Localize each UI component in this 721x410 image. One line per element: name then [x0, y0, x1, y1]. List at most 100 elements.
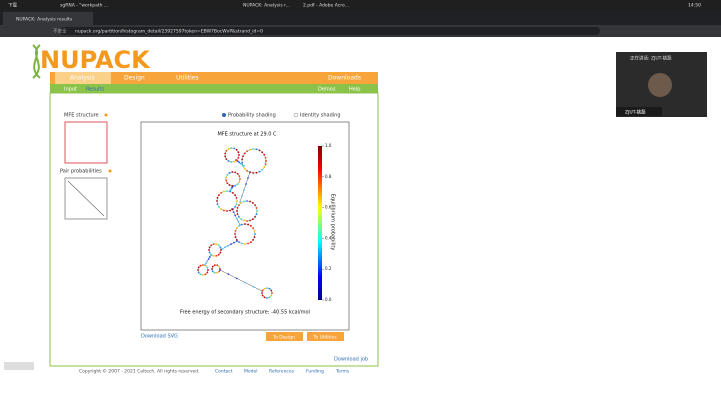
base	[240, 202, 243, 204]
base	[252, 238, 254, 241]
base	[256, 210, 258, 212]
shading-option[interactable]: Identity shading	[300, 113, 341, 119]
base	[228, 172, 231, 174]
base	[241, 242, 243, 245]
button-label[interactable]: To Design	[272, 335, 295, 341]
base	[244, 243, 246, 245]
participant: ZJUT-姚磊	[625, 109, 646, 116]
base	[249, 241, 252, 243]
footer-link[interactable]: Contact	[215, 369, 233, 375]
base	[266, 287, 268, 289]
subnav-link[interactable]: Help	[349, 87, 360, 93]
base	[252, 172, 255, 174]
base	[233, 160, 236, 163]
base	[255, 171, 258, 174]
link[interactable]: Download job	[334, 357, 368, 363]
base	[266, 297, 268, 299]
base	[243, 200, 245, 203]
base	[234, 233, 236, 235]
base	[231, 171, 234, 173]
base	[249, 171, 251, 174]
base	[205, 262, 208, 264]
link[interactable]: Download SVG	[141, 334, 178, 340]
base	[234, 205, 236, 208]
help-icon[interactable]	[104, 113, 108, 117]
base	[242, 155, 244, 158]
tab-title[interactable]: NUPACK: Analysis results	[16, 17, 73, 23]
footer-link[interactable]: Funding	[306, 369, 324, 375]
base	[239, 162, 242, 165]
base	[264, 156, 267, 159]
base	[238, 180, 241, 183]
base	[240, 218, 243, 220]
task-item[interactable]: sgRNA - "workpath ...	[60, 3, 108, 9]
base	[246, 169, 248, 172]
help-icon[interactable]	[108, 169, 112, 173]
base	[210, 253, 213, 256]
footer-link[interactable]: Model	[244, 369, 258, 375]
footer-link[interactable]: References	[269, 369, 295, 375]
base	[234, 214, 237, 217]
mfe-thumbnail[interactable]	[64, 121, 108, 164]
base	[208, 256, 211, 258]
nav-tab[interactable]: Design	[124, 75, 145, 82]
base	[227, 160, 230, 162]
base	[218, 205, 220, 208]
subnav-link[interactable]: Demos	[318, 87, 336, 93]
task-item[interactable]: 2.pdf - Adobe Acro...	[303, 3, 349, 9]
nav-bar	[50, 72, 378, 84]
base	[247, 242, 249, 245]
base	[220, 249, 222, 251]
nav-tab[interactable]: Downloads	[328, 75, 361, 82]
logo[interactable]: NUPACK	[40, 46, 151, 74]
base	[238, 241, 241, 243]
base	[219, 268, 221, 270]
base	[243, 152, 246, 155]
base	[230, 243, 232, 246]
base	[231, 192, 234, 194]
base	[226, 210, 228, 212]
button-label[interactable]: To Utilities	[312, 335, 337, 341]
footer-link[interactable]: Terms	[335, 369, 350, 375]
avatar	[648, 73, 672, 97]
subnav-link[interactable]: Results	[86, 87, 104, 93]
radio[interactable]	[293, 112, 299, 118]
base	[207, 269, 209, 271]
taskbar	[0, 0, 721, 10]
base	[212, 243, 215, 246]
mini-toolbar[interactable]	[4, 362, 34, 370]
base	[243, 219, 245, 222]
task-item[interactable]: NUPACK: Analysis r...	[243, 3, 290, 9]
base	[238, 204, 240, 207]
button[interactable]	[307, 332, 344, 341]
tab[interactable]	[3, 12, 93, 25]
base	[215, 243, 218, 246]
nav-tab[interactable]: Utilities	[176, 75, 199, 82]
base	[270, 294, 273, 297]
base	[236, 238, 238, 241]
figure-title: MFE structure at 29.0 C	[217, 132, 277, 138]
base	[255, 207, 258, 209]
base	[265, 160, 267, 162]
task-item[interactable]: 下载	[8, 2, 17, 9]
base	[220, 208, 223, 210]
base	[199, 264, 202, 267]
base	[212, 254, 215, 257]
button[interactable]	[266, 332, 303, 341]
base	[228, 184, 231, 186]
base	[231, 208, 234, 210]
base	[211, 268, 213, 270]
radio[interactable]	[222, 113, 226, 117]
nav-tab[interactable]: Analysis	[70, 75, 95, 82]
shading-option[interactable]: Probability shading	[228, 113, 276, 119]
base	[249, 219, 251, 222]
base	[261, 151, 264, 154]
colorbar-tick-label: 0.0	[325, 297, 332, 302]
url[interactable]: nupack.org/partition/histogram_detail/23…	[75, 29, 263, 35]
subnav-link[interactable]: Input	[64, 87, 77, 93]
base	[238, 154, 240, 156]
base	[216, 203, 219, 205]
url-field[interactable]	[60, 27, 600, 35]
base	[208, 246, 211, 249]
